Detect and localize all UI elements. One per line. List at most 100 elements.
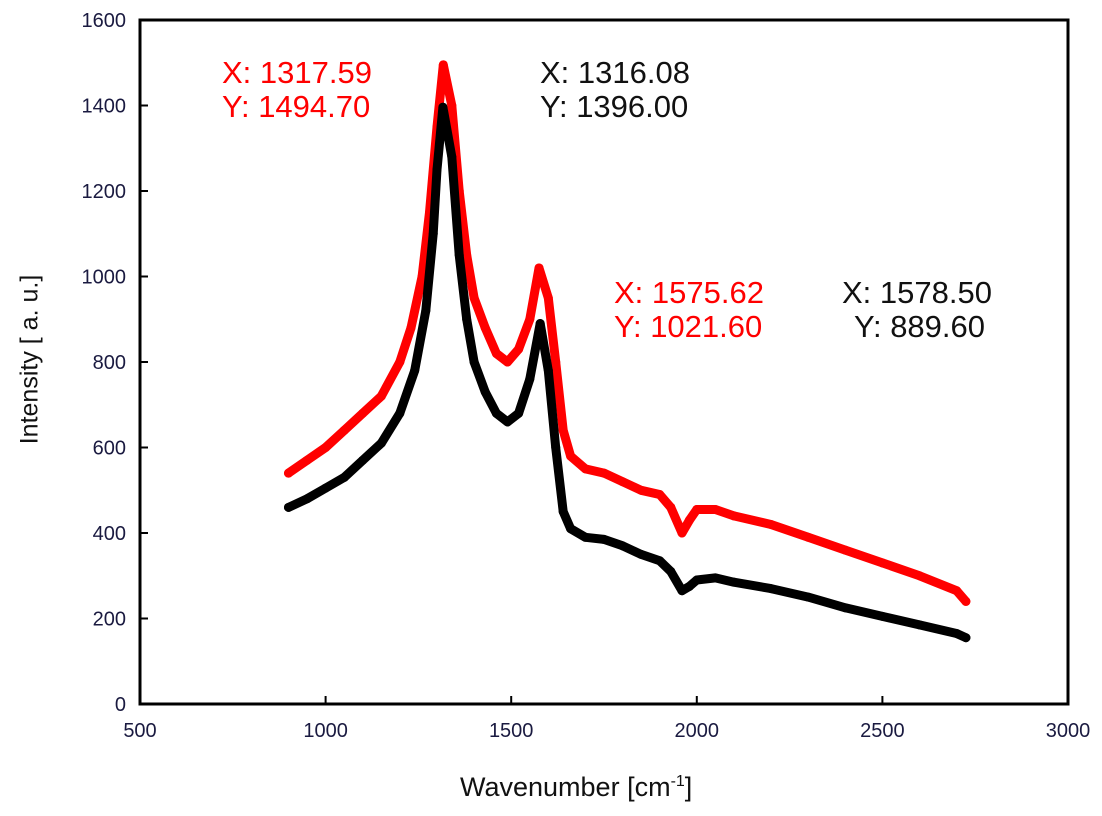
- annotation-x: X: 1316.08: [540, 55, 690, 90]
- data-point: [915, 571, 925, 581]
- data-point: [302, 455, 312, 465]
- data-point: [421, 306, 431, 316]
- data-point: [543, 366, 553, 376]
- data-point: [677, 586, 687, 596]
- data-point: [454, 250, 464, 260]
- data-point: [525, 374, 535, 384]
- data-point: [840, 603, 850, 613]
- data-point: [961, 633, 971, 643]
- data-point: [677, 528, 687, 538]
- data-point: [952, 628, 962, 638]
- x-tick-label: 3000: [1046, 720, 1091, 742]
- data-point: [395, 408, 405, 418]
- data-point: [729, 577, 739, 587]
- data-point: [534, 263, 544, 273]
- annotation-y: Y: 1021.60: [614, 309, 763, 344]
- data-point: [358, 408, 368, 418]
- data-point: [321, 443, 331, 452]
- data-point: [406, 323, 416, 333]
- data-point: [339, 425, 349, 435]
- y-tick-label: 0: [115, 694, 126, 716]
- y-tick-label: 200: [93, 609, 126, 631]
- data-point: [525, 314, 535, 324]
- annotation-x: X: 1578.50: [842, 275, 992, 310]
- data-point: [302, 494, 312, 504]
- data-point: [692, 504, 702, 514]
- data-point: [462, 314, 472, 324]
- data-point: [535, 319, 545, 329]
- data-point: [514, 344, 524, 354]
- data-point: [410, 366, 420, 376]
- data-point: [491, 348, 501, 358]
- data-point: [283, 502, 293, 512]
- data-point: [462, 250, 472, 260]
- data-point: [502, 417, 512, 427]
- data-point: [684, 581, 694, 591]
- x-axis-title: Wavenumber [cm-1]: [460, 772, 692, 803]
- data-point: [710, 504, 720, 514]
- data-point: [358, 455, 368, 465]
- data-point: [636, 549, 646, 559]
- x-tick-label: 1000: [303, 720, 348, 742]
- y-tick-label: 400: [93, 523, 126, 545]
- data-point: [428, 229, 438, 239]
- data-point: [952, 586, 962, 596]
- x-tick-label: 1500: [489, 720, 534, 742]
- y-tick-label: 600: [93, 438, 126, 460]
- data-point: [339, 472, 349, 482]
- data-point: [543, 293, 553, 303]
- y-tick-label: 800: [93, 352, 126, 374]
- data-point: [447, 152, 457, 162]
- data-point: [877, 558, 887, 568]
- data-point: [580, 532, 590, 542]
- annotation-red-peak1: X: 1317.59 Y: 1494.70: [222, 56, 372, 124]
- data-point: [566, 451, 576, 461]
- data-point: [566, 524, 576, 534]
- data-point: [655, 490, 665, 500]
- data-point: [684, 515, 694, 525]
- data-point: [766, 519, 776, 529]
- data-point: [283, 468, 293, 478]
- data-point: [321, 483, 331, 493]
- data-point: [877, 611, 887, 621]
- data-point: [502, 357, 512, 367]
- x-axis-title-sup: -1: [670, 773, 685, 790]
- data-point: [480, 323, 490, 333]
- data-point: [432, 165, 442, 175]
- data-point: [692, 575, 702, 585]
- data-point: [480, 387, 490, 397]
- series-points-red: [283, 60, 971, 606]
- annotation-y: Y: 1396.00: [540, 89, 689, 124]
- annotation-x: X: 1317.59: [222, 55, 372, 90]
- annotation-black-peak2: X: 1578.50 Y: 889.60: [842, 276, 992, 344]
- data-point: [710, 573, 720, 583]
- y-tick-label: 1600: [82, 10, 127, 32]
- annotation-red-peak2: X: 1575.62 Y: 1021.60: [614, 276, 764, 344]
- data-point: [438, 60, 448, 70]
- data-point: [558, 507, 568, 517]
- data-point: [803, 592, 813, 602]
- data-point: [376, 438, 386, 448]
- data-point: [803, 532, 813, 542]
- y-tick-label: 1000: [82, 267, 127, 289]
- annotation-y: Y: 1494.70: [222, 89, 371, 124]
- x-axis-title-end: ]: [684, 772, 693, 802]
- series-points-black: [283, 102, 971, 643]
- data-point: [840, 545, 850, 555]
- y-tick-label: 1400: [82, 96, 127, 118]
- x-axis-title-text: Wavenumber [cm: [460, 772, 671, 802]
- data-point: [438, 102, 448, 112]
- y-axis-title: Intensity [ a. u.]: [15, 274, 44, 445]
- y-tick-label: 1200: [82, 181, 127, 203]
- data-point: [961, 596, 971, 606]
- data-point: [580, 464, 590, 474]
- annotation-black-peak1: X: 1316.08 Y: 1396.00: [540, 56, 690, 124]
- data-point: [766, 584, 776, 594]
- x-tick-label: 2000: [675, 720, 720, 742]
- data-point: [618, 477, 628, 487]
- data-point: [636, 485, 646, 495]
- annotation-x: X: 1575.62: [614, 275, 764, 310]
- x-tick-label: 2500: [860, 720, 905, 742]
- data-point: [447, 101, 457, 110]
